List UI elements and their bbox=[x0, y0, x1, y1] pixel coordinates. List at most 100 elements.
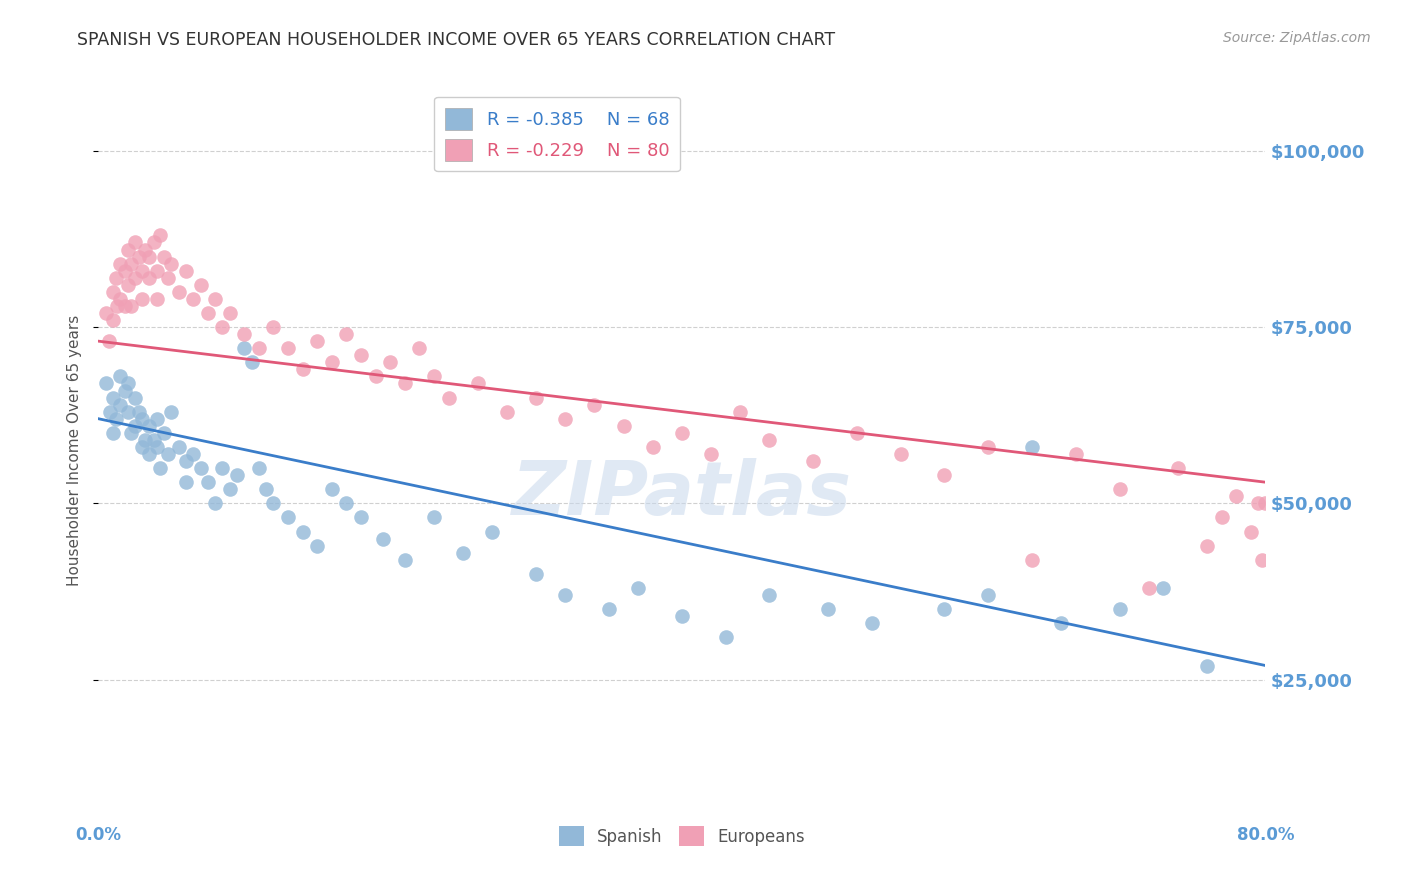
Point bbox=[277, 341, 299, 355]
Point bbox=[583, 398, 606, 412]
Point bbox=[197, 306, 219, 320]
Point bbox=[114, 263, 136, 277]
Point bbox=[117, 376, 139, 391]
Point bbox=[394, 376, 416, 391]
Point bbox=[846, 425, 869, 440]
Point bbox=[105, 299, 128, 313]
Point bbox=[142, 235, 165, 250]
Point bbox=[98, 405, 121, 419]
Point bbox=[730, 405, 752, 419]
Point bbox=[101, 313, 124, 327]
Point bbox=[1254, 496, 1277, 510]
Point bbox=[110, 257, 132, 271]
Point bbox=[131, 263, 153, 277]
Point bbox=[598, 602, 620, 616]
Point bbox=[254, 482, 277, 496]
Legend: Spanish, Europeans: Spanish, Europeans bbox=[553, 820, 811, 853]
Point bbox=[114, 384, 136, 398]
Point bbox=[146, 440, 169, 454]
Point bbox=[1064, 447, 1087, 461]
Text: ZIPatlas: ZIPatlas bbox=[512, 458, 852, 532]
Point bbox=[371, 532, 394, 546]
Point bbox=[671, 425, 693, 440]
Point bbox=[307, 334, 329, 348]
Point bbox=[124, 391, 146, 405]
Point bbox=[218, 482, 240, 496]
Point bbox=[153, 250, 176, 264]
Point bbox=[149, 461, 172, 475]
Point bbox=[350, 348, 373, 362]
Point bbox=[124, 235, 146, 250]
Point bbox=[335, 496, 357, 510]
Point bbox=[977, 588, 1000, 602]
Point bbox=[120, 299, 142, 313]
Point bbox=[890, 447, 912, 461]
Point bbox=[860, 616, 883, 631]
Point bbox=[1108, 482, 1130, 496]
Point bbox=[307, 539, 329, 553]
Point bbox=[117, 405, 139, 419]
Point bbox=[181, 292, 204, 306]
Point bbox=[167, 285, 190, 299]
Point bbox=[157, 447, 180, 461]
Point bbox=[97, 334, 120, 348]
Point bbox=[1225, 489, 1247, 503]
Point bbox=[423, 369, 446, 384]
Text: SPANISH VS EUROPEAN HOUSEHOLDER INCOME OVER 65 YEARS CORRELATION CHART: SPANISH VS EUROPEAN HOUSEHOLDER INCOME O… bbox=[77, 31, 835, 49]
Point bbox=[394, 553, 416, 567]
Text: Source: ZipAtlas.com: Source: ZipAtlas.com bbox=[1223, 31, 1371, 45]
Point bbox=[160, 257, 183, 271]
Point bbox=[247, 461, 270, 475]
Point bbox=[138, 250, 160, 264]
Point bbox=[128, 250, 150, 264]
Point bbox=[291, 524, 314, 539]
Point bbox=[1211, 510, 1233, 524]
Point bbox=[934, 468, 956, 483]
Point bbox=[423, 510, 446, 524]
Point bbox=[758, 588, 780, 602]
Point bbox=[211, 461, 233, 475]
Point bbox=[233, 327, 256, 342]
Point bbox=[226, 468, 249, 483]
Point bbox=[160, 405, 183, 419]
Point bbox=[157, 270, 180, 285]
Y-axis label: Householder Income Over 65 years: Householder Income Over 65 years bbox=[67, 315, 83, 586]
Point bbox=[437, 391, 460, 405]
Point bbox=[211, 320, 233, 334]
Point bbox=[700, 447, 723, 461]
Point bbox=[364, 369, 387, 384]
Point bbox=[408, 341, 430, 355]
Point bbox=[277, 510, 299, 524]
Point bbox=[1021, 553, 1043, 567]
Point bbox=[451, 546, 474, 560]
Point bbox=[321, 355, 343, 369]
Point bbox=[101, 425, 124, 440]
Point bbox=[1167, 461, 1189, 475]
Point bbox=[124, 270, 146, 285]
Point bbox=[101, 285, 124, 299]
Point bbox=[247, 341, 270, 355]
Point bbox=[101, 391, 124, 405]
Point bbox=[190, 277, 212, 292]
Point bbox=[262, 320, 284, 334]
Point bbox=[131, 411, 153, 425]
Point bbox=[240, 355, 263, 369]
Point bbox=[481, 524, 503, 539]
Point bbox=[131, 440, 153, 454]
Point bbox=[1050, 616, 1073, 631]
Point bbox=[524, 391, 547, 405]
Point bbox=[554, 411, 576, 425]
Point bbox=[153, 425, 176, 440]
Point bbox=[128, 405, 150, 419]
Point bbox=[350, 510, 373, 524]
Point bbox=[110, 292, 132, 306]
Point bbox=[977, 440, 1000, 454]
Point bbox=[117, 243, 139, 257]
Point bbox=[134, 433, 156, 447]
Point bbox=[496, 405, 519, 419]
Point bbox=[671, 609, 693, 624]
Point bbox=[146, 292, 169, 306]
Point bbox=[110, 398, 132, 412]
Point bbox=[174, 263, 197, 277]
Point bbox=[1195, 658, 1218, 673]
